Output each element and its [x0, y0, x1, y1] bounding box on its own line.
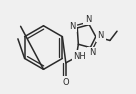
Text: N: N — [69, 22, 75, 31]
Text: NH: NH — [74, 52, 86, 61]
Text: O: O — [63, 78, 69, 87]
Text: N: N — [98, 31, 104, 40]
Text: N: N — [85, 15, 91, 24]
Text: N: N — [89, 48, 95, 57]
